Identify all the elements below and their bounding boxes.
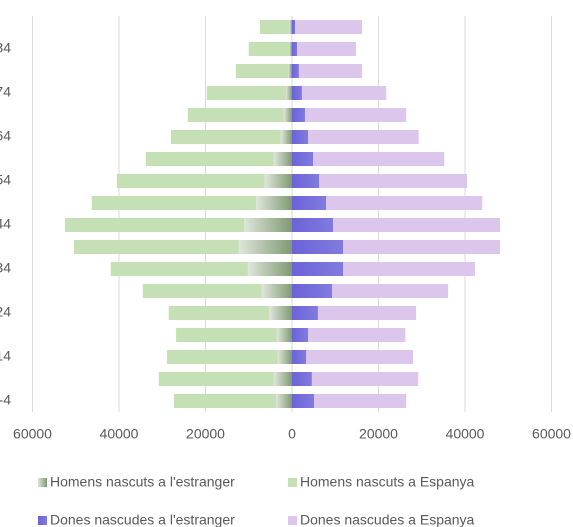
bar [269, 306, 292, 320]
bar [292, 262, 344, 276]
bar [292, 394, 315, 408]
bar [292, 20, 296, 34]
bar [264, 174, 292, 188]
bar [288, 64, 292, 78]
bar [295, 20, 363, 34]
x-tick-label: 20000 [359, 426, 398, 442]
bar [259, 20, 290, 34]
bar [256, 196, 292, 210]
legend-marker [288, 478, 297, 487]
legend-marker [38, 516, 47, 525]
bar [292, 42, 298, 56]
bar [283, 108, 292, 122]
bar [298, 64, 363, 78]
x-tick-label: 60000 [532, 426, 571, 442]
bar [292, 350, 307, 364]
bar [292, 328, 309, 342]
bar [326, 196, 483, 210]
bar [277, 350, 292, 364]
bar [168, 306, 270, 320]
bar [333, 218, 501, 232]
y-tick-label: 64 [0, 128, 11, 144]
bar [187, 108, 284, 122]
bar [273, 152, 292, 166]
bar [64, 218, 244, 232]
legend-label: Homens nascuts a l'estranger [50, 474, 235, 490]
bar [167, 350, 278, 364]
legend-label: Homens nascuts a Espanya [300, 474, 475, 490]
bar [292, 284, 333, 298]
bar [158, 372, 274, 386]
bar [308, 328, 406, 342]
bar [288, 42, 292, 56]
bar [173, 394, 276, 408]
bar [292, 372, 312, 386]
bar [247, 262, 292, 276]
bar [285, 86, 292, 100]
bar [243, 218, 292, 232]
bar [332, 284, 449, 298]
bar [289, 20, 292, 34]
bar [343, 240, 501, 254]
bar [292, 64, 299, 78]
bar [110, 262, 248, 276]
bar [235, 64, 289, 78]
y-tick-label: 34 [0, 260, 11, 276]
x-tick-label: 60000 [13, 426, 52, 442]
bar [308, 130, 419, 144]
bar [276, 328, 292, 342]
y-tick-label: 84 [0, 40, 11, 56]
y-tick-label: 74 [0, 84, 11, 100]
bar [313, 152, 445, 166]
bar [145, 152, 274, 166]
bar [142, 284, 262, 298]
bar [304, 108, 407, 122]
bar [317, 306, 417, 320]
bar [306, 350, 414, 364]
legend-label: Dones nascudes a Espanya [300, 512, 475, 527]
bar [176, 328, 277, 342]
y-tick-label: 14 [0, 348, 11, 364]
bar [74, 240, 239, 254]
bar [116, 174, 265, 188]
bar [292, 108, 305, 122]
bar [275, 394, 292, 408]
bar [292, 240, 344, 254]
bar [292, 152, 314, 166]
bar [301, 86, 387, 100]
y-tick-label: 24 [0, 304, 11, 320]
legend-marker [288, 516, 297, 525]
x-tick-label: 0 [288, 426, 296, 442]
bar [311, 372, 419, 386]
legend-label: Dones nascudes a l'estranger [50, 512, 235, 527]
bar [292, 174, 320, 188]
bar [314, 394, 407, 408]
bar [248, 42, 289, 56]
bar [292, 130, 309, 144]
bar [292, 306, 318, 320]
bar [297, 42, 357, 56]
bar [206, 86, 286, 100]
y-tick-label: 54 [0, 172, 11, 188]
bar [292, 86, 302, 100]
bar [91, 196, 257, 210]
x-tick-label: 40000 [100, 426, 139, 442]
y-tick-label: 0-4 [0, 392, 11, 408]
bar [292, 196, 327, 210]
bar [292, 218, 334, 232]
bar [170, 130, 281, 144]
bar [238, 240, 292, 254]
x-tick-label: 20000 [186, 426, 225, 442]
x-tick-label: 40000 [446, 426, 485, 442]
bar [343, 262, 475, 276]
bar [280, 130, 292, 144]
y-tick-label: 44 [0, 216, 11, 232]
legend-marker [38, 478, 47, 487]
bar [319, 174, 468, 188]
bar [261, 284, 292, 298]
bar [273, 372, 292, 386]
